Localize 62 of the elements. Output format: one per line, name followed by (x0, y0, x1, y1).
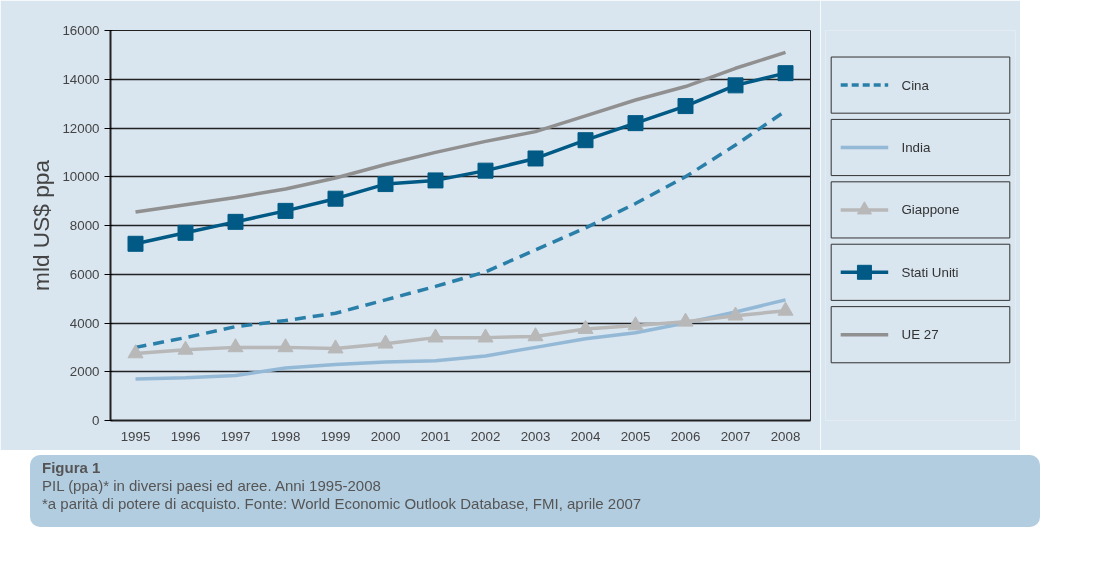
point (227, 338, 244, 353)
point (577, 319, 594, 334)
legend-label: UE 27 (901, 327, 939, 343)
point (377, 176, 394, 193)
point (177, 340, 194, 355)
point (477, 328, 494, 343)
x-tick-label: 1999 (320, 428, 351, 444)
x-tick-label: 2005 (620, 428, 651, 444)
point (227, 213, 244, 230)
legend-label: Giappone (901, 202, 960, 218)
point (127, 235, 144, 252)
y-tick-label: 10000 (62, 169, 100, 185)
point (127, 344, 144, 359)
text: Figura 1 (42, 459, 101, 476)
y-tick-label: 8000 (69, 218, 100, 233)
y-tick-label: 14000 (62, 71, 100, 87)
x-tick-label: 2002 (470, 428, 501, 444)
y-tick-label: 16000 (62, 23, 100, 38)
x-tick-label: 1998 (270, 428, 301, 444)
point (327, 339, 344, 354)
point (677, 312, 694, 327)
y-tick-label: 0 (92, 413, 100, 428)
point (327, 190, 344, 207)
point (277, 338, 294, 353)
legend-label: Cina (901, 77, 930, 93)
text: PIL (ppa)* in diversi paesi ed aree. Anni 1995-2008 (42, 477, 381, 494)
point (527, 327, 544, 342)
point (277, 202, 294, 219)
point (427, 172, 444, 189)
point (627, 115, 644, 132)
x-tick-label: 2008 (770, 428, 801, 444)
y-tick-label: 12000 (62, 120, 100, 136)
point (477, 162, 494, 179)
point (777, 301, 794, 316)
point (727, 77, 744, 94)
x-tick-label: 2007 (720, 428, 751, 444)
line-series (133, 50, 788, 214)
legend-label: Stati Uniti (901, 264, 959, 280)
x-tick-label: 1997 (220, 428, 251, 444)
x-tick-label: 2003 (520, 428, 551, 444)
x-tick-label: 2001 (420, 428, 451, 444)
text: *a parità di potere di acquisto. Fonte: World Economic Outlook Database, FMI, aprile 2007 (42, 495, 642, 512)
line-series (133, 298, 788, 381)
x-tick-label: 1996 (170, 428, 201, 444)
point (677, 98, 694, 115)
legend-label: India (901, 140, 931, 155)
point (777, 65, 794, 82)
x-tick-label: 1995 (120, 428, 151, 444)
y-tick-label: 2000 (69, 364, 100, 380)
x-tick-label: 2000 (370, 428, 401, 444)
point (177, 224, 194, 241)
point (527, 150, 544, 167)
point (577, 132, 594, 149)
y-tick-label: 4000 (69, 315, 100, 331)
point (727, 306, 744, 321)
x-tick-label: 2006 (670, 428, 701, 444)
y-axis-title: mld US$ ppa (28, 159, 55, 291)
point (377, 334, 394, 349)
x-tick-label: 2004 (570, 428, 601, 444)
y-tick-label: 6000 (69, 266, 100, 282)
point (627, 316, 644, 331)
point (427, 328, 444, 343)
